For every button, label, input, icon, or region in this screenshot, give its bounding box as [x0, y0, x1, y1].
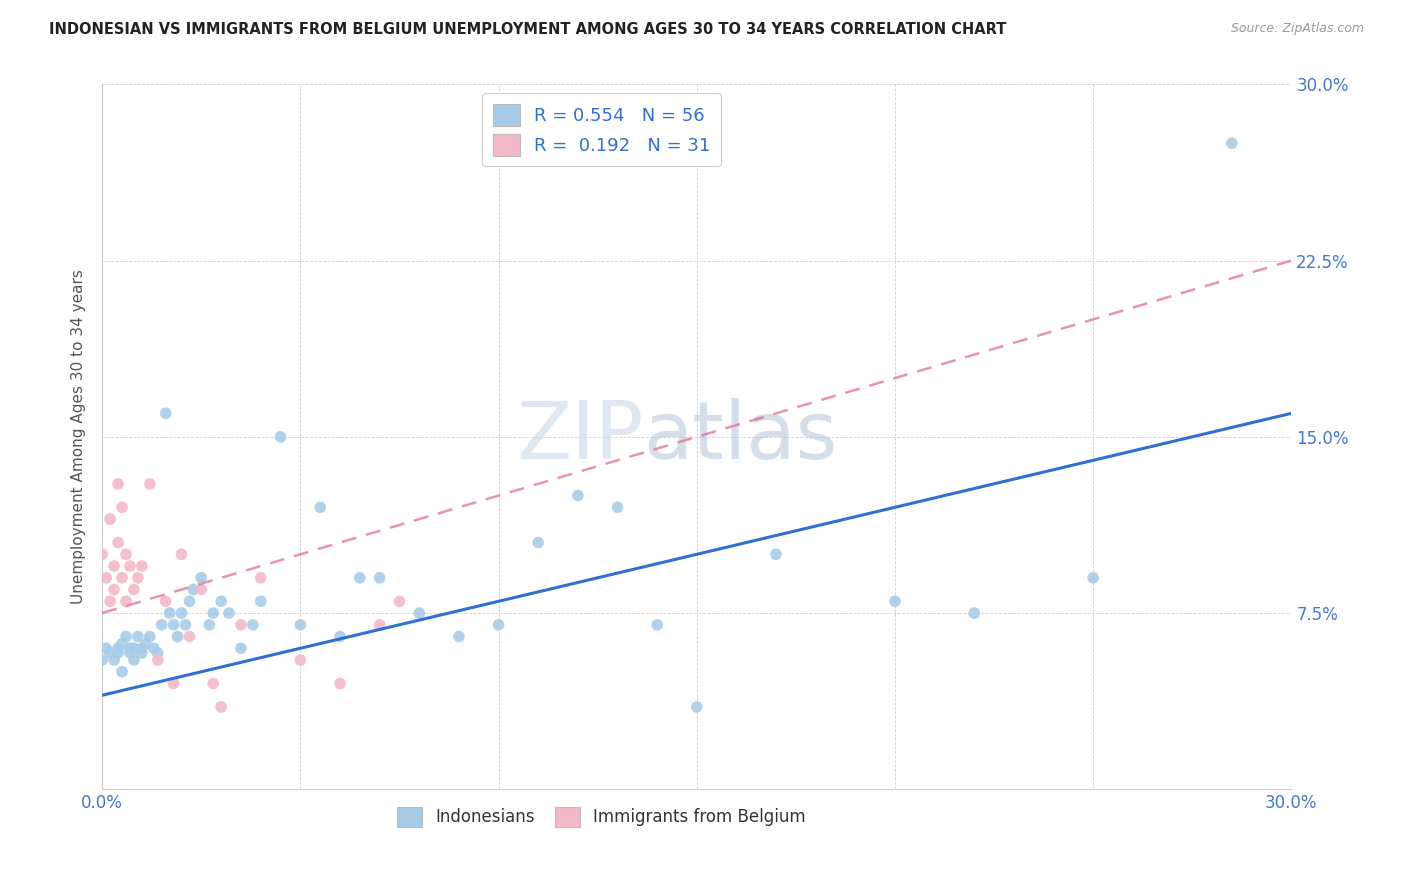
Point — [229, 641, 252, 656]
Point — [765, 547, 787, 561]
Text: ZIP: ZIP — [516, 398, 644, 475]
Point — [329, 630, 352, 644]
Point — [146, 653, 169, 667]
Point — [111, 571, 134, 585]
Point — [122, 653, 145, 667]
Point — [115, 630, 138, 644]
Y-axis label: Unemployment Among Ages 30 to 34 years: Unemployment Among Ages 30 to 34 years — [72, 269, 86, 604]
Point — [527, 535, 550, 549]
Point — [218, 606, 240, 620]
Point — [388, 594, 411, 608]
Point — [249, 594, 271, 608]
Point — [309, 500, 332, 515]
Point — [142, 641, 165, 656]
Point — [162, 676, 184, 690]
Point — [127, 571, 149, 585]
Point — [606, 500, 628, 515]
Point — [170, 547, 193, 561]
Text: atlas: atlas — [644, 398, 838, 475]
Point — [202, 676, 225, 690]
Point — [131, 646, 153, 660]
Point — [290, 653, 312, 667]
Point — [242, 617, 264, 632]
Point — [150, 617, 173, 632]
Point — [202, 606, 225, 620]
Point — [118, 646, 141, 660]
Point — [107, 476, 129, 491]
Point — [290, 617, 312, 632]
Point — [368, 571, 391, 585]
Point — [183, 582, 205, 597]
Point — [162, 617, 184, 632]
Point — [122, 641, 145, 656]
Point — [98, 646, 121, 660]
Point — [190, 571, 212, 585]
Point — [103, 653, 125, 667]
Point — [127, 630, 149, 644]
Point — [1081, 571, 1104, 585]
Point — [98, 594, 121, 608]
Point — [98, 512, 121, 526]
Point — [111, 665, 134, 679]
Point — [118, 559, 141, 574]
Point — [91, 653, 114, 667]
Point — [91, 547, 114, 561]
Point — [166, 630, 188, 644]
Point — [567, 489, 589, 503]
Point — [111, 500, 134, 515]
Point — [190, 582, 212, 597]
Point — [107, 535, 129, 549]
Point — [1220, 136, 1243, 151]
Point — [103, 559, 125, 574]
Point — [139, 630, 162, 644]
Point — [209, 594, 232, 608]
Point — [686, 700, 709, 714]
Point — [139, 476, 162, 491]
Point — [229, 617, 252, 632]
Point — [115, 547, 138, 561]
Point — [96, 571, 118, 585]
Point — [131, 641, 153, 656]
Point — [329, 676, 352, 690]
Point — [155, 594, 177, 608]
Point — [408, 606, 430, 620]
Point — [645, 617, 668, 632]
Point — [103, 582, 125, 597]
Point — [96, 641, 118, 656]
Point — [118, 641, 141, 656]
Point — [198, 617, 221, 632]
Point — [170, 606, 193, 620]
Point — [111, 636, 134, 650]
Point — [159, 606, 181, 620]
Text: INDONESIAN VS IMMIGRANTS FROM BELGIUM UNEMPLOYMENT AMONG AGES 30 TO 34 YEARS COR: INDONESIAN VS IMMIGRANTS FROM BELGIUM UN… — [49, 22, 1007, 37]
Legend: Indonesians, Immigrants from Belgium: Indonesians, Immigrants from Belgium — [391, 800, 813, 834]
Point — [107, 646, 129, 660]
Point — [209, 700, 232, 714]
Point — [270, 430, 292, 444]
Point — [368, 617, 391, 632]
Point — [174, 617, 197, 632]
Point — [488, 617, 510, 632]
Point — [963, 606, 986, 620]
Point — [447, 630, 470, 644]
Point — [179, 630, 201, 644]
Text: Source: ZipAtlas.com: Source: ZipAtlas.com — [1230, 22, 1364, 36]
Point — [122, 582, 145, 597]
Point — [884, 594, 907, 608]
Point — [155, 406, 177, 420]
Point — [349, 571, 371, 585]
Point — [179, 594, 201, 608]
Point — [135, 636, 157, 650]
Point — [131, 559, 153, 574]
Point — [115, 594, 138, 608]
Point — [146, 646, 169, 660]
Point — [107, 641, 129, 656]
Point — [249, 571, 271, 585]
